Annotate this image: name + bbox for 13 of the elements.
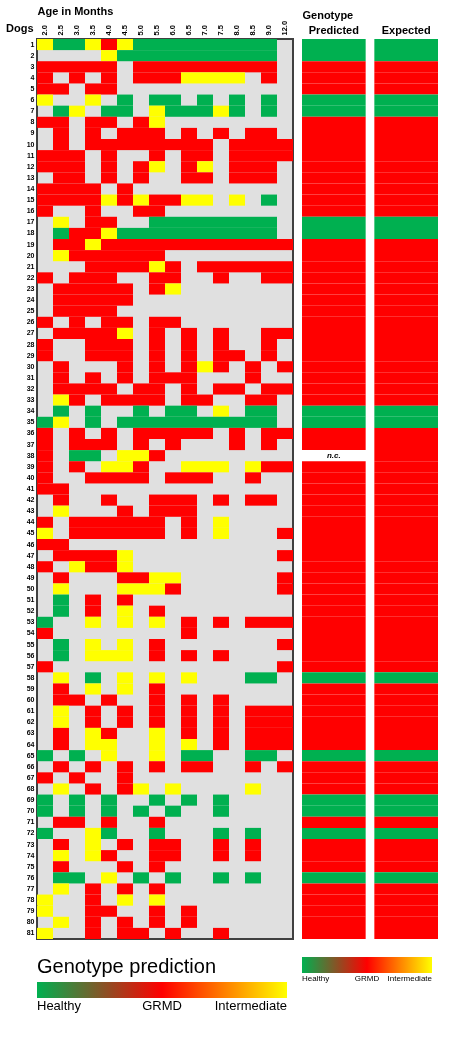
y-axis-title: Dogs <box>6 21 34 34</box>
x-tick-label: Expected <box>381 23 431 36</box>
color-bar-label: Healthy <box>37 998 82 1013</box>
x-axis-title: Genotype <box>302 8 354 21</box>
color-bar-label: Intermediate <box>214 998 287 1013</box>
text: n.c. <box>326 450 341 460</box>
x-tick-label: Predicted <box>308 23 359 36</box>
x-axis-title: Age in Months <box>37 4 114 17</box>
color-bar-label: Intermediate <box>387 974 433 983</box>
color-bar-title: Genotype prediction <box>37 955 217 977</box>
color-bar-label: GRMD <box>354 974 380 983</box>
color-bar-label: GRMD <box>142 998 182 1013</box>
color-bar-label: Healthy <box>302 974 330 983</box>
